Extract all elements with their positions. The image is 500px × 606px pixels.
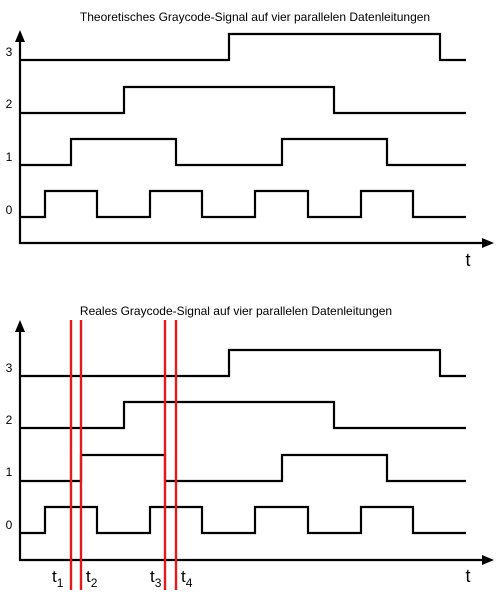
top-line-label-0: 0 [6,203,13,217]
bottom-axes [18,330,485,562]
bottom-signal-line-1 [20,453,466,483]
bottom-panel: Reales Graycode-Signal auf vier parallel… [6,304,494,590]
top-line-label-3: 3 [6,45,13,59]
top-panel-title: Theoretisches Graycode-Signal auf vier p… [80,10,430,24]
top-line-label-1: 1 [6,150,13,164]
bottom-y-arrow [15,320,25,332]
bottom-signal-line-0 [20,505,466,535]
top-x-arrow [482,238,494,248]
top-signal-line-3 [20,32,466,62]
top-line-label-2: 2 [6,97,13,111]
top-y-arrow [15,30,25,42]
bottom-x-arrow [482,555,494,565]
top-signal-line-0 [20,189,466,219]
marker-label-t4: t4 [181,567,193,590]
bottom-line-label-1: 1 [6,465,13,479]
bottom-line-label-3: 3 [6,361,13,375]
bottom-line-label-0: 0 [6,518,13,532]
marker-label-t2: t2 [86,567,98,590]
marker-label-t3: t3 [150,567,162,590]
marker-label-t1: t1 [52,567,64,590]
bottom-panel-title: Reales Graycode-Signal auf vier parallel… [80,304,392,318]
bottom-signal-line-2 [20,400,466,430]
bottom-signal-line-3 [20,348,466,378]
top-panel: Theoretisches Graycode-Signal auf vier p… [6,10,494,270]
top-signal-line-1 [20,137,466,167]
bottom-line-label-2: 2 [6,413,13,427]
top-signal-line-2 [20,85,466,115]
bottom-time-label: t [465,566,470,586]
top-time-label: t [465,250,470,270]
top-axes [18,40,485,245]
